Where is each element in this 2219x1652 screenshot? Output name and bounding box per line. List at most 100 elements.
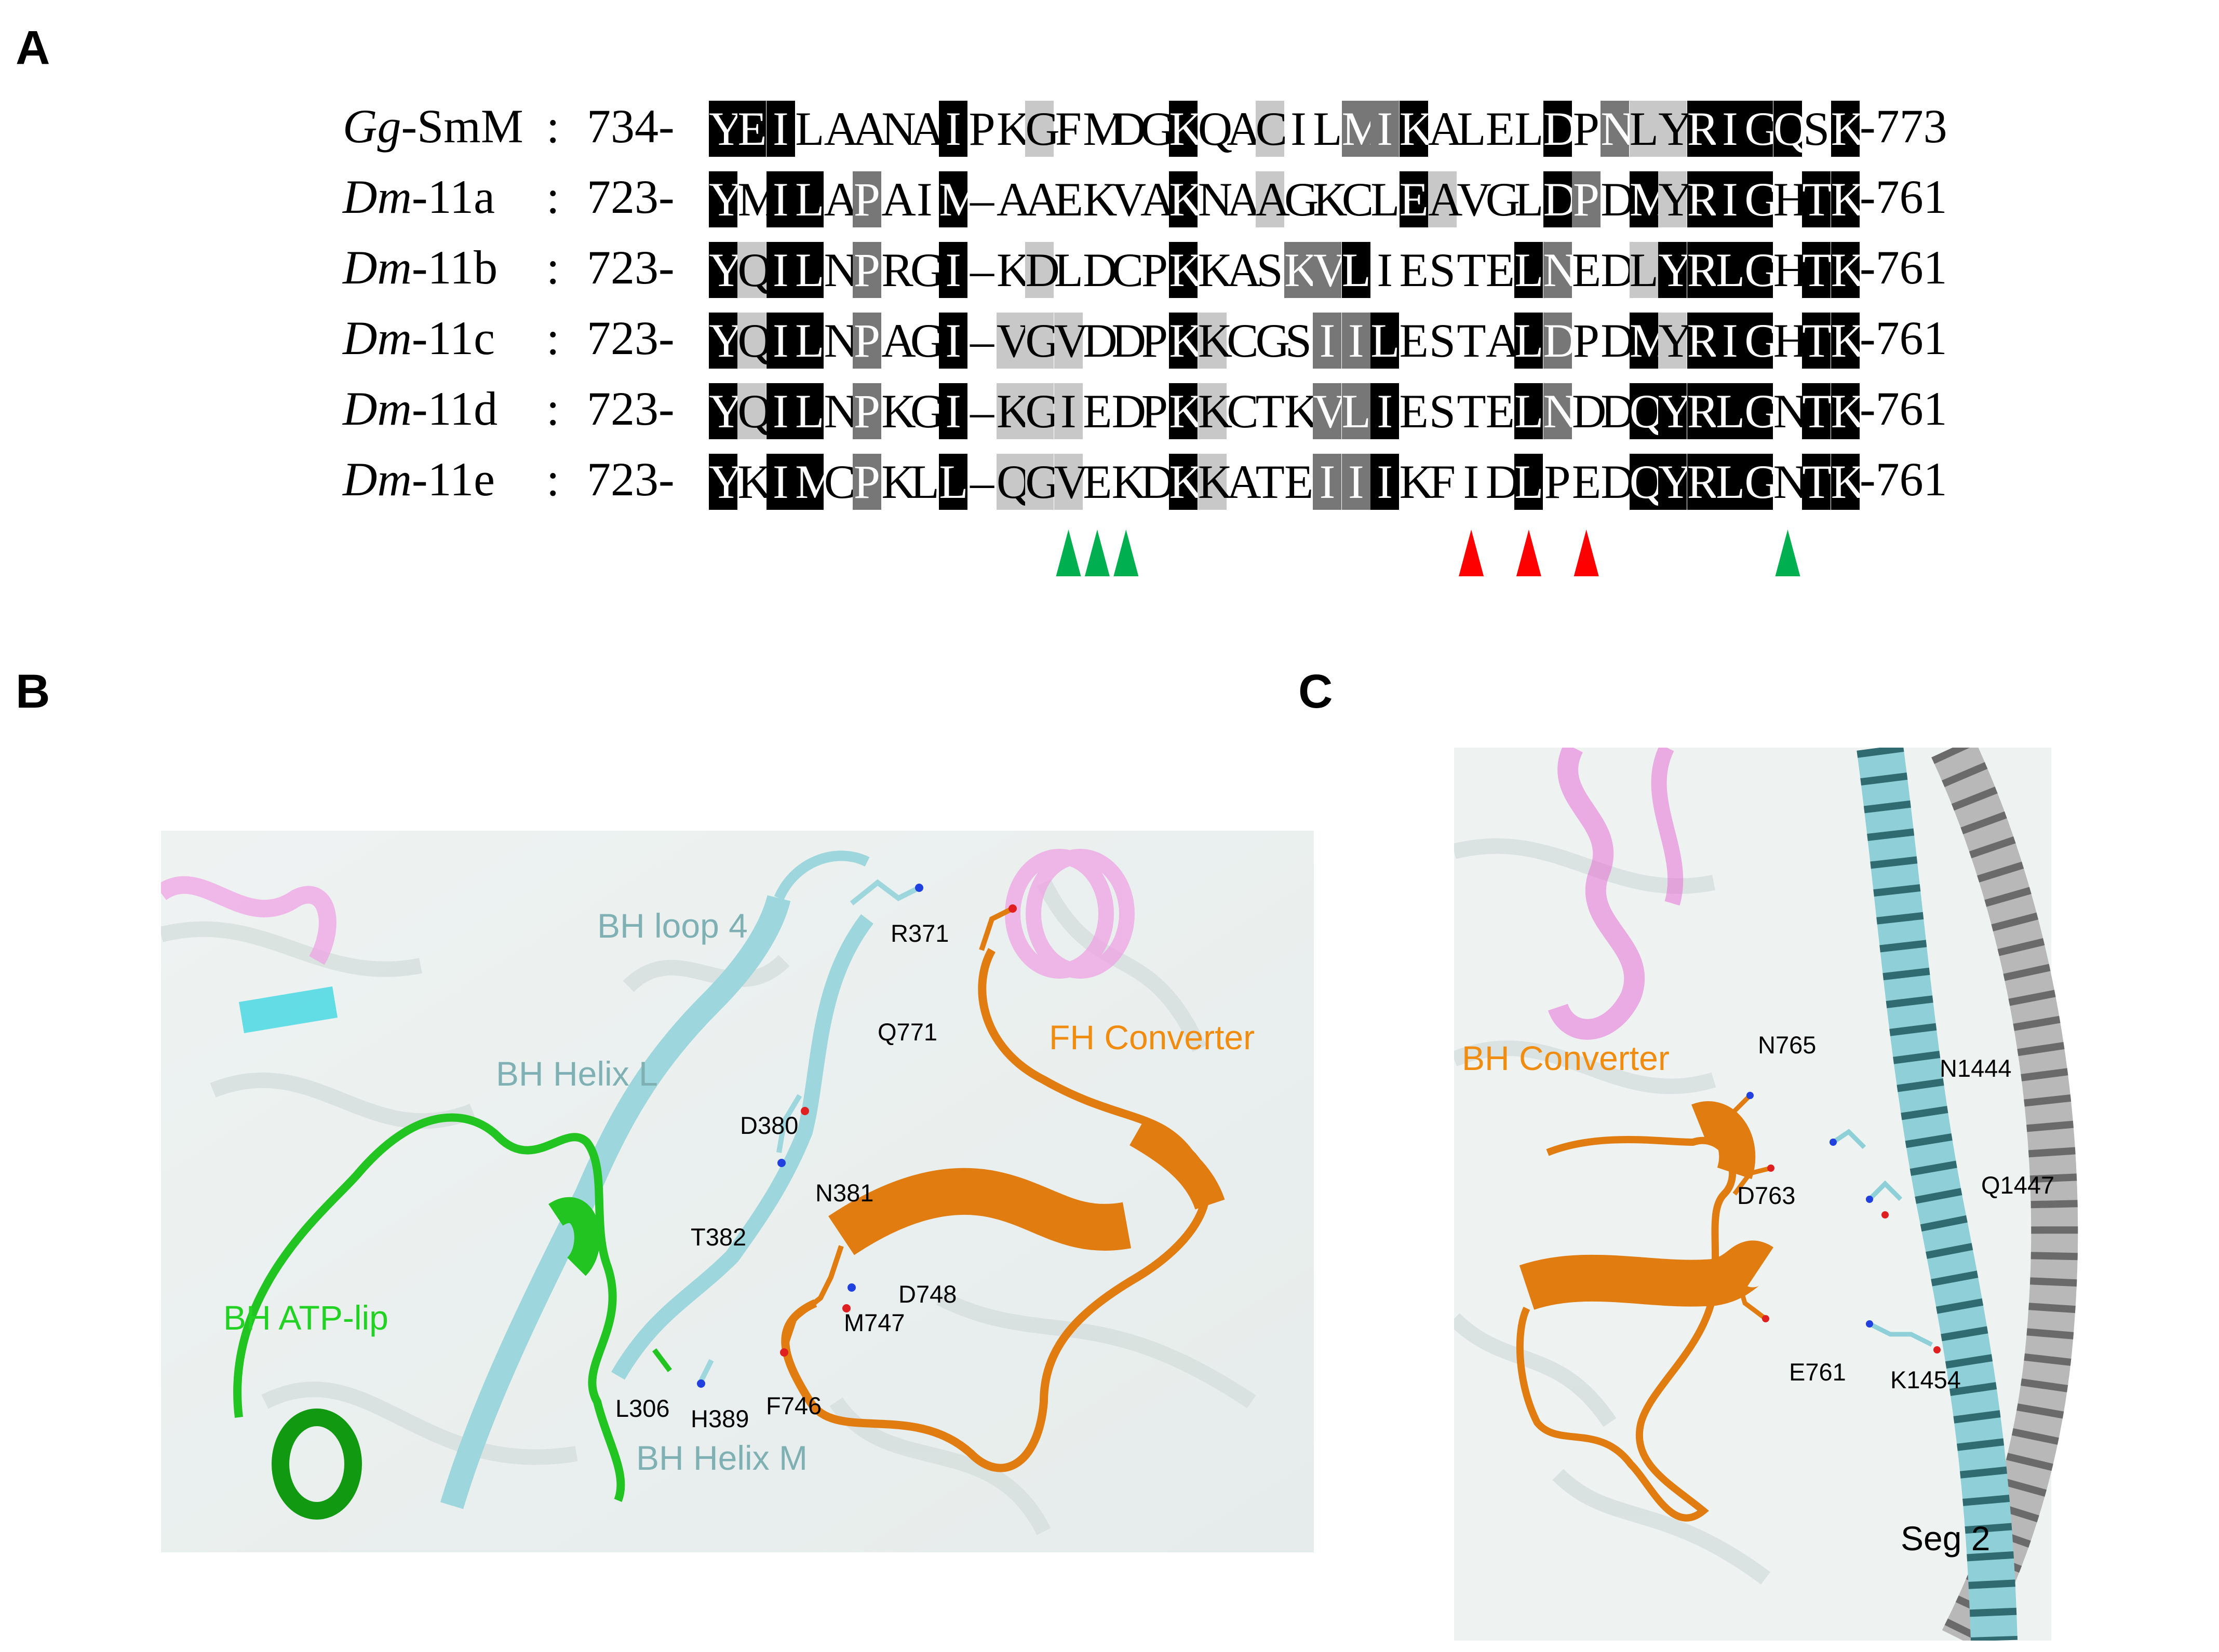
start-position: 723- [587, 453, 675, 506]
residue-cell: K [881, 455, 916, 508]
residue-cell: T [1457, 385, 1486, 438]
residue-sequence: Y Q I L N P K G I – K G I E D P K K C T K V L I E S T E L N D D Q Y R L G N T K [709, 381, 2085, 443]
marker-svg [1056, 530, 1800, 576]
residue-cell: Y [709, 171, 743, 227]
residue-cell: R [881, 243, 913, 296]
residue-cell: – [970, 243, 994, 296]
atp-lip-helix-2 [548, 1197, 600, 1276]
atp-lip-helix [272, 1409, 362, 1520]
residue-cell: G [1025, 313, 1060, 369]
pink-helix-right [1005, 849, 1135, 979]
position-marker-triangle [1084, 530, 1110, 576]
residue-cell: N [881, 102, 916, 155]
residue-cell: Y [1658, 383, 1693, 439]
bh-helix-m-ribbon [611, 914, 873, 1380]
residue-cell: E [1485, 102, 1515, 155]
residue-cell: L [1629, 101, 1659, 157]
residue-cell: N [1773, 455, 1808, 508]
residue-cell: Q [1629, 454, 1664, 510]
residue-cell: L [1514, 454, 1543, 510]
residue-cell: G [1744, 171, 1779, 227]
residue-cell: P [853, 171, 881, 227]
residue-cell: L [1313, 102, 1342, 155]
residue-sequence: Y Q I L N P R G I – K D L D C P K K A S K V L I E S T E L N E D L Y R L G H T K [709, 240, 2085, 302]
residue-cell: L [795, 171, 824, 227]
residue-cell: N [1601, 101, 1635, 157]
residue-cell: N [1543, 383, 1578, 439]
residue-q771: Q771 [878, 1018, 937, 1046]
residue-cell: I [766, 454, 795, 510]
position-marker-triangle [1056, 530, 1081, 576]
residue-cell: V [1313, 242, 1348, 298]
species-name: Dm-11e [343, 452, 514, 507]
residue-h389: H389 [691, 1405, 749, 1432]
residue-cell: G [1744, 313, 1779, 369]
residue-cell: D [1601, 243, 1635, 296]
end-position: -761 [1860, 241, 1947, 294]
residue-cell: K [881, 385, 916, 438]
residue-cell: Y [1658, 454, 1693, 510]
residue-cell: D [1601, 385, 1635, 438]
panel-letter-c: C [1298, 665, 1333, 718]
residue-cell: L [1054, 243, 1083, 296]
residue-cell: I [766, 242, 795, 298]
residue-cell: I [1370, 101, 1400, 157]
residue-cell: Q [1773, 101, 1808, 157]
residue-r371: R371 [891, 919, 949, 947]
nitrogen-atoms-c [1746, 1092, 1873, 1328]
residue-cell: R [1687, 313, 1719, 369]
residue-cell: L [795, 242, 824, 298]
residue-cell: Y [709, 454, 743, 510]
residue-cell: M [1629, 313, 1672, 369]
residue-cell: C [1111, 243, 1144, 296]
position-marker-triangle [1113, 530, 1139, 576]
residue-cell: I [1290, 102, 1307, 155]
residue-cell: T [1802, 454, 1831, 510]
residue-cell: M [1629, 171, 1672, 227]
residue-cell: A [1227, 243, 1261, 296]
residue-cell: R [1687, 383, 1719, 439]
panel-b-structure-svg [161, 831, 1314, 1552]
residue-cell: P [969, 102, 996, 155]
species-genus-abbrev: Dm [343, 241, 412, 294]
bh-helix-l-ribbon [440, 895, 791, 1509]
label-bh-converter: BH Converter [1462, 1039, 1670, 1077]
residue-cell: Y [1658, 101, 1693, 157]
residue-n1444: N1444 [1940, 1054, 2012, 1082]
residue-cell: E [1284, 455, 1314, 508]
residue-cell: L [1514, 313, 1543, 369]
end-position: -761 [1860, 453, 1947, 506]
residue-cell: L [1716, 383, 1745, 439]
start-position: 723- [587, 241, 675, 294]
residue-cell: C [1341, 173, 1374, 226]
residue-d748: D748 [898, 1280, 957, 1308]
pink-helix-c [1548, 748, 1684, 1040]
residue-cell: L [1370, 313, 1400, 369]
fh-converter-helix [828, 1168, 1132, 1255]
residue-cell: A [910, 102, 945, 155]
residue-cell: D [1111, 314, 1147, 367]
residue-cell: L [795, 383, 824, 439]
residue-cell: Q [1198, 102, 1233, 155]
residue-cell: G [910, 385, 945, 438]
bh-atp-lip-ribbon [233, 1113, 625, 1502]
residue-cell: G [1255, 314, 1290, 367]
residue-cell: S [1429, 314, 1456, 367]
bh-converter-helix [1519, 1240, 1773, 1310]
residue-cell: T [1802, 242, 1831, 298]
start-position: 734- [587, 100, 675, 153]
residue-cell: T [1802, 171, 1831, 227]
residue-cell: I [1716, 101, 1744, 157]
residue-cell: G [1485, 173, 1521, 226]
residue-cell: A [853, 102, 887, 155]
residue-sequence: Y Q I L N P A G I – V G V D D P K K C G S I I L E S T A L D P D M Y R I G H T K [709, 310, 2085, 373]
residue-cell: K [1831, 454, 1865, 510]
start-position: 723- [587, 170, 675, 223]
residue-cell: T [1802, 313, 1831, 369]
residue-cell: D [1485, 455, 1521, 508]
residue-cell: A [1428, 171, 1462, 227]
residue-cell: H [1773, 243, 1808, 296]
residue-cell: S [1256, 243, 1283, 296]
separator-colon: : [546, 100, 560, 153]
